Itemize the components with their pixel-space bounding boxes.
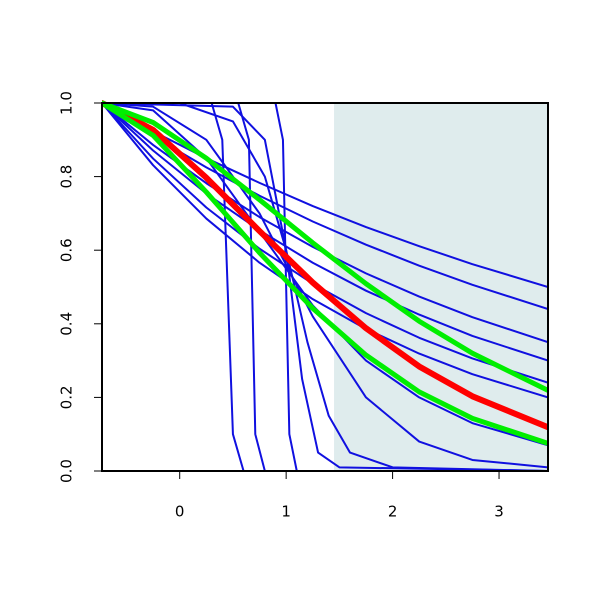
- curve: [102, 102, 548, 362]
- x-tick-label: 2: [388, 503, 398, 521]
- y-tick-label: 0.8: [58, 165, 76, 189]
- curve: [102, 102, 548, 472]
- x-tick-label: 1: [281, 503, 291, 521]
- curve: [102, 100, 548, 431]
- x-tick-label: 3: [494, 503, 504, 521]
- curve: [102, 102, 548, 288]
- x-tick-label: 0: [175, 503, 185, 521]
- curve: [102, 100, 548, 393]
- curve: [102, 102, 548, 469]
- curve: [102, 102, 548, 399]
- curve: [102, 102, 548, 472]
- y-tick-label: 0.0: [58, 459, 76, 483]
- y-tick-label: 0.6: [58, 238, 76, 262]
- curve: [102, 100, 548, 446]
- y-tick-label: 1.0: [58, 91, 76, 115]
- plot-frame: [101, 102, 549, 472]
- y-tick-label: 0.4: [58, 312, 76, 336]
- y-tick-label: 0.2: [58, 385, 76, 409]
